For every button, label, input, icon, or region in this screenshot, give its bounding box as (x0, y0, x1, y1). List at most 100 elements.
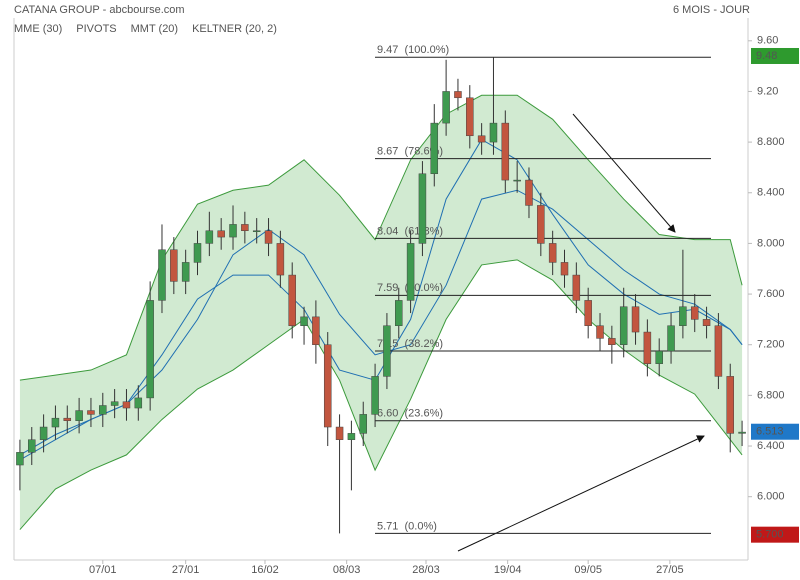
arrow-down (572, 113, 676, 233)
y-tick-label: 9.60 (757, 35, 778, 47)
fib-label: 5.71 (0.0%) (377, 520, 437, 532)
candle-body (371, 376, 379, 415)
fib-label: 7.15 (38.2%) (377, 338, 443, 350)
candle-body (205, 230, 214, 244)
candle-body (383, 325, 391, 377)
keltner-lower (19, 259, 743, 530)
candle-body (395, 300, 403, 326)
candle-body (406, 243, 415, 301)
candle-body (608, 338, 616, 345)
legend-entry: MMT (20) (131, 23, 178, 35)
candle-body (477, 135, 486, 143)
candle-body (28, 439, 36, 453)
candle-body (596, 325, 604, 339)
candle-body (323, 344, 332, 428)
candle-body (241, 224, 249, 231)
candle-body (454, 91, 462, 99)
candle-body (418, 173, 427, 244)
candle-body (359, 414, 367, 434)
price-tag-label: 6.513 (756, 426, 784, 438)
candle-body (229, 224, 237, 238)
candle-body (75, 410, 83, 421)
mmt-line (19, 138, 743, 456)
candle-body (513, 179, 521, 182)
arrow-up (457, 435, 705, 552)
candle-body (738, 431, 746, 434)
fib-label: 8.04 (61.8%) (377, 225, 443, 237)
candle-body (655, 350, 663, 364)
y-tick-label: 6.000 (757, 491, 785, 503)
candle-body (548, 243, 557, 263)
fib-label: 9.47 (100.0%) (377, 44, 449, 56)
candle-body (466, 97, 474, 137)
x-tick-label: 28/03 (412, 564, 440, 576)
candle-body (537, 205, 545, 244)
candle-body (560, 262, 569, 276)
candle-body (87, 410, 95, 415)
period-label: 6 MOIS - JOUR (673, 4, 750, 16)
candle-body (122, 401, 131, 409)
candle-body (170, 249, 178, 282)
candle-body (430, 122, 439, 175)
candle-body (99, 405, 107, 415)
x-tick-label: 07/01 (89, 564, 117, 576)
legend-entry: KELTNER (20, 2) (192, 23, 277, 35)
y-tick-label: 9.20 (757, 85, 778, 97)
y-tick-label: 7.600 (757, 288, 785, 300)
x-tick-label: 27/01 (172, 564, 200, 576)
candle-body (631, 306, 640, 333)
candle-body (702, 319, 711, 326)
candle-body (51, 417, 60, 428)
price-tag (751, 47, 799, 64)
y-tick-label: 8.000 (757, 237, 785, 249)
x-tick-label: 08/03 (333, 564, 361, 576)
candle-body (312, 316, 320, 345)
candle-body (679, 306, 687, 326)
candle-body (181, 262, 190, 282)
chart-title: CATANA GROUP - abcbourse.com (14, 4, 185, 16)
candle-body (690, 306, 699, 320)
legend-entry: PIVOTS (76, 23, 116, 35)
candle-body (276, 243, 285, 276)
candle-body (525, 179, 533, 206)
y-tick-label: 8.400 (757, 187, 785, 199)
price-tag-label: 9.48 (756, 50, 777, 62)
price-tag (751, 423, 799, 440)
x-tick-label: 19/04 (494, 564, 522, 576)
candle-body (726, 376, 734, 434)
candle-body (335, 426, 344, 440)
y-tick-label: 6.800 (757, 389, 785, 401)
x-tick-label: 16/02 (251, 564, 279, 576)
candle-body (347, 433, 356, 440)
candle-body (63, 417, 72, 421)
candle-body (158, 249, 166, 301)
y-tick-label: 7.200 (757, 339, 785, 351)
price-tag (751, 526, 799, 543)
candle-body (619, 306, 628, 345)
y-tick-label: 8.800 (757, 136, 785, 148)
legend-entry: MME (30) (14, 23, 62, 35)
candle-body (134, 397, 143, 409)
keltner-fill (19, 95, 743, 530)
candle-body (16, 452, 24, 466)
candle-body (489, 122, 498, 143)
candle-body (714, 325, 723, 377)
candle-body (193, 243, 202, 263)
candle-body (300, 316, 308, 326)
fib-label: 8.67 (78.6%) (377, 145, 443, 157)
candle-body (501, 122, 510, 181)
candle-body (39, 426, 48, 440)
x-tick-label: 09/05 (574, 564, 602, 576)
fib-label: 6.60 (23.6%) (377, 408, 443, 420)
keltner-upper (19, 94, 743, 381)
candle-body (110, 401, 119, 406)
candle-body (146, 300, 154, 399)
x-tick-label: 27/05 (656, 564, 684, 576)
candle-body (643, 331, 652, 364)
candle-body (442, 91, 450, 124)
candle-body (217, 230, 225, 238)
candle-body (572, 274, 581, 301)
y-tick-label: 6.400 (757, 440, 785, 452)
